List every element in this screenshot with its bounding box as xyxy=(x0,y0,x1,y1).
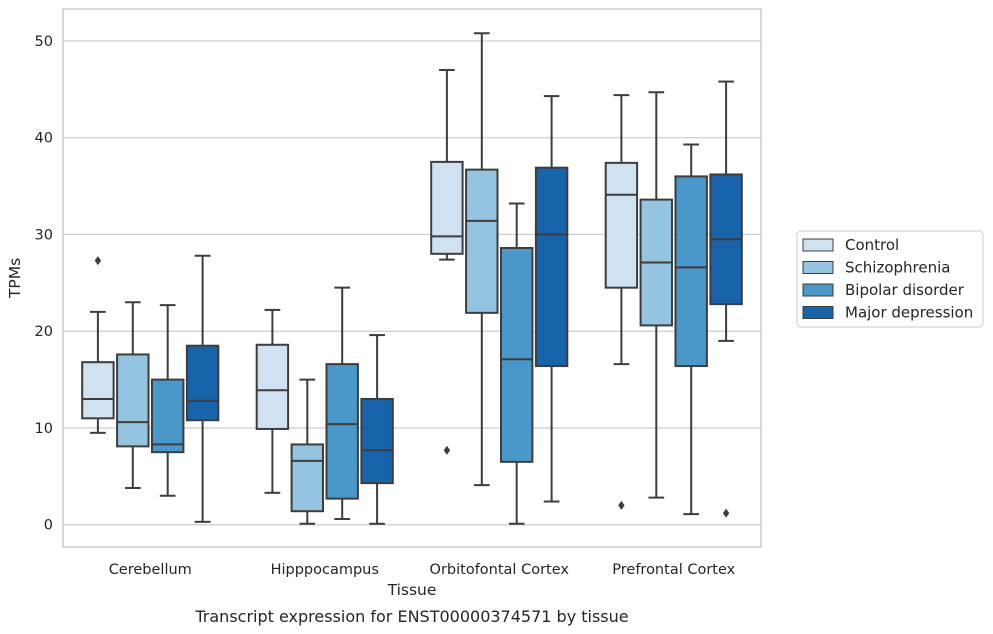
legend-label: Control xyxy=(845,236,899,254)
box-bipolar-disorder xyxy=(674,143,708,516)
legend-item: Control xyxy=(802,236,899,254)
y-tick-label: 50 xyxy=(35,34,53,50)
legend-item: Major depression xyxy=(802,304,973,322)
x-tick-labels: Cerebellum Hipppocampus Orbitofontal Corte… xyxy=(109,562,736,578)
outlier-point xyxy=(722,508,730,518)
box-iqr xyxy=(325,363,359,500)
y-tick-labels: 0 10 20 30 40 50 xyxy=(35,34,53,534)
box-iqr xyxy=(674,175,708,368)
legend-label: Bipolar disorder xyxy=(845,281,965,299)
x-tick-label: Prefrontal Cortex xyxy=(612,562,735,578)
legend-swatch xyxy=(802,306,834,319)
box-iqr xyxy=(499,247,534,463)
box-schizophrenia xyxy=(116,301,150,489)
legend-label: Major depression xyxy=(845,304,973,322)
box-iqr xyxy=(534,166,569,368)
y-tick-label: 10 xyxy=(35,421,53,437)
box-schizophrenia xyxy=(465,32,499,487)
box-iqr xyxy=(116,353,150,448)
box-iqr xyxy=(255,343,290,430)
box-major-depression xyxy=(534,95,569,503)
box-iqr xyxy=(604,161,639,289)
y-axis-label: TPMs xyxy=(6,258,24,299)
legend-frame xyxy=(796,230,984,328)
x-tick-label: Cerebellum xyxy=(109,562,192,578)
box-control xyxy=(255,308,290,494)
boxes xyxy=(81,32,743,525)
outlier-point xyxy=(443,445,451,455)
box-iqr xyxy=(150,378,185,454)
y-tick-label: 40 xyxy=(35,131,53,147)
box-schizophrenia xyxy=(639,91,674,499)
x-tick-label: Hipppocampus xyxy=(271,562,379,578)
box-iqr xyxy=(430,160,464,255)
x-tick-label: Orbitofontal Cortex xyxy=(430,562,570,578)
box-bipolar-disorder xyxy=(150,304,185,497)
box-iqr xyxy=(360,397,394,485)
box-control xyxy=(430,68,464,455)
y-tick-label: 20 xyxy=(35,324,53,340)
plot-frame xyxy=(62,8,762,548)
box-bipolar-disorder xyxy=(325,286,359,520)
box-control xyxy=(81,256,115,434)
legend-item: Schizophrenia xyxy=(802,259,950,277)
legend-swatch xyxy=(802,238,834,252)
box-iqr xyxy=(81,361,115,420)
box-control xyxy=(604,94,639,510)
chart-caption: Transcript expression for ENST0000037457… xyxy=(194,607,628,626)
legend-swatch xyxy=(802,261,834,274)
x-axis-label: Tissue xyxy=(387,581,437,599)
box-major-depression xyxy=(185,254,220,523)
legend-label: Schizophrenia xyxy=(845,259,950,277)
y-tick-label: 0 xyxy=(44,518,53,534)
box-schizophrenia xyxy=(290,378,325,525)
legend-swatch xyxy=(802,283,834,297)
box-major-depression xyxy=(709,80,743,518)
box-iqr xyxy=(185,344,220,422)
box-major-depression xyxy=(360,334,394,525)
box-bipolar-disorder xyxy=(499,202,534,525)
outlier-point xyxy=(94,256,102,266)
legend-item: Bipolar disorder xyxy=(802,281,965,299)
outlier-point xyxy=(618,500,625,510)
y-tick-label: 30 xyxy=(35,227,53,243)
legend: Control Schizophrenia Bipolar disorder Majo… xyxy=(796,230,984,328)
box-iqr xyxy=(290,443,325,513)
box-iqr xyxy=(465,168,499,314)
